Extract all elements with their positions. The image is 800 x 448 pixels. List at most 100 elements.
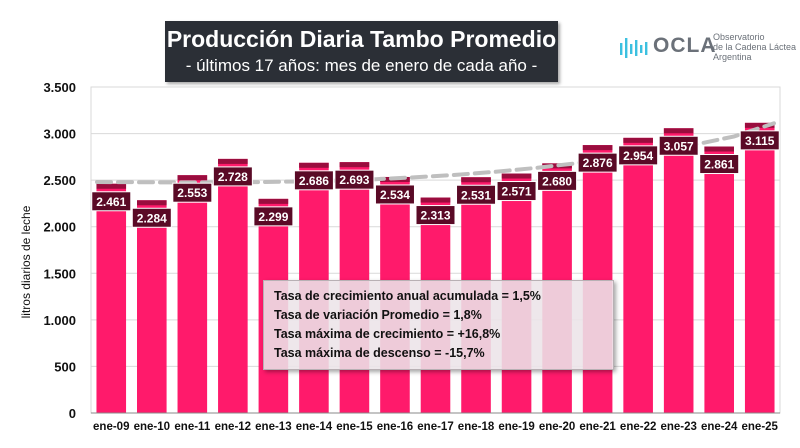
- bar: [177, 175, 208, 413]
- bar-top: [96, 183, 127, 189]
- value-label: 2.571: [502, 185, 532, 199]
- x-tick-label: ene-21: [579, 421, 616, 433]
- chart-subtitle: - últimos 17 años: mes de enero de cada …: [185, 56, 538, 75]
- bar-top: [582, 145, 613, 151]
- bar: [663, 128, 694, 414]
- bar-top: [177, 175, 208, 181]
- bar: [704, 146, 734, 413]
- value-label-bg: [456, 184, 497, 205]
- value-label: 2.534: [380, 188, 410, 202]
- title-box: Producción Diaria Tambo Promedio - últim…: [165, 21, 558, 82]
- logo-line1: Observatorio: [713, 32, 765, 42]
- value-label: 2.876: [583, 156, 613, 170]
- value-label-bg: [415, 205, 456, 226]
- bar: [623, 137, 653, 413]
- bar-top: [339, 162, 370, 168]
- y-tick-label: 1.500: [43, 266, 76, 281]
- y-tick-label: 1.000: [43, 313, 76, 328]
- x-tick-label: ene-14: [296, 421, 333, 433]
- y-axis-label: litros diarios de leche: [19, 205, 33, 318]
- bar: [137, 200, 167, 413]
- x-tick-label: ene-23: [660, 421, 696, 433]
- bar-top: [137, 200, 167, 206]
- y-tick-label: 2.000: [43, 220, 76, 235]
- value-label: 2.693: [339, 173, 369, 187]
- bar-top: [420, 197, 451, 203]
- value-label: 2.313: [420, 209, 450, 223]
- value-label: 2.531: [461, 188, 491, 202]
- x-tick-label: ene-25: [742, 421, 779, 433]
- value-label: 3.057: [664, 139, 694, 153]
- value-label: 3.115: [745, 134, 775, 148]
- stat-avg-variation: Tasa de variación Promedio = 1,8%: [274, 308, 482, 322]
- ocla-waveform-icon: [620, 38, 648, 58]
- y-tick-label: 3.000: [43, 127, 76, 142]
- bar-top: [623, 137, 653, 143]
- y-tick-label: 3.500: [43, 80, 76, 95]
- bar-top: [501, 173, 532, 179]
- value-label-bg: [253, 206, 294, 227]
- bar-top: [461, 177, 491, 183]
- bar-top: [704, 146, 734, 152]
- value-label-bg: [537, 170, 578, 191]
- value-label: 2.680: [542, 174, 572, 188]
- x-tick-label: ene-12: [215, 421, 251, 433]
- axis-layer: 0 500 1.000 1.500 2.000 2.500 3.000 3.500 ene-09…: [43, 80, 780, 433]
- logo-name: OCLA: [653, 34, 717, 57]
- value-label: 2.954: [623, 149, 653, 163]
- labels-layer: 2.461 2.284 2.553 2.728 2.299 2.686 2.693 2.534…: [91, 130, 780, 228]
- value-label-bg: [172, 182, 213, 203]
- value-label-bg: [577, 152, 618, 173]
- value-label-bg: [699, 154, 740, 175]
- x-tick-label: ene-19: [498, 421, 534, 433]
- y-tick-label: 2.500: [43, 173, 76, 188]
- value-label-bg: [293, 170, 334, 191]
- bar-top: [218, 158, 248, 164]
- bar: [96, 183, 127, 413]
- value-label-bg: [658, 135, 699, 156]
- value-label: 2.299: [258, 210, 288, 224]
- x-tick-label: ene-20: [539, 421, 575, 433]
- bar-top: [258, 198, 289, 204]
- x-tick-label: ene-10: [134, 421, 170, 433]
- x-tick-label: ene-18: [458, 421, 495, 433]
- x-tick-label: ene-24: [701, 421, 738, 433]
- x-tick-label: ene-09: [93, 421, 129, 433]
- bar-top: [744, 122, 775, 128]
- bar-top: [299, 162, 329, 168]
- value-label: 2.284: [137, 211, 167, 225]
- x-tick-label: ene-13: [255, 421, 291, 433]
- value-label: 2.461: [96, 195, 126, 209]
- x-tick-label: ene-17: [417, 421, 453, 433]
- value-label: 2.861: [704, 158, 734, 172]
- ocla-logo: OCLA Observatorio de la Cadena Láctea Ar…: [617, 28, 796, 68]
- value-label-bg: [618, 145, 659, 166]
- value-label: 2.686: [299, 174, 329, 188]
- chart-title: Producción Diaria Tambo Promedio: [166, 26, 557, 52]
- value-label-bg: [334, 169, 375, 190]
- y-tick-label: 500: [54, 359, 76, 374]
- x-tick-label: ene-15: [336, 421, 373, 433]
- stat-max-growth: Tasa máxima de crecimiento = +16,8%: [274, 327, 501, 341]
- y-tick-label: 0: [69, 406, 76, 421]
- value-label-bg: [131, 207, 172, 228]
- value-label: 2.728: [218, 170, 248, 184]
- bar: [744, 122, 775, 414]
- x-tick-label: ene-11: [174, 421, 210, 433]
- value-label-bg: [739, 130, 780, 151]
- value-label-bg: [91, 191, 132, 212]
- x-tick-label: ene-16: [377, 421, 413, 433]
- stat-growth-rate: Tasa de crecimiento anual acumulada = 1,…: [274, 289, 541, 303]
- stat-max-decline: Tasa máxima de descenso = -15,7%: [274, 346, 485, 360]
- value-label-bg: [374, 184, 415, 205]
- bar: [218, 158, 248, 413]
- value-label: 2.553: [177, 186, 207, 200]
- value-label-bg: [496, 181, 537, 202]
- x-tick-label: ene-22: [620, 421, 656, 433]
- stats-box: Tasa de crecimiento anual acumulada = 1,…: [263, 280, 614, 370]
- logo-line3: Argentina: [713, 52, 752, 62]
- logo-line2: de la Cadena Láctea: [713, 42, 797, 52]
- bar-top: [663, 128, 694, 134]
- value-label-bg: [212, 166, 253, 187]
